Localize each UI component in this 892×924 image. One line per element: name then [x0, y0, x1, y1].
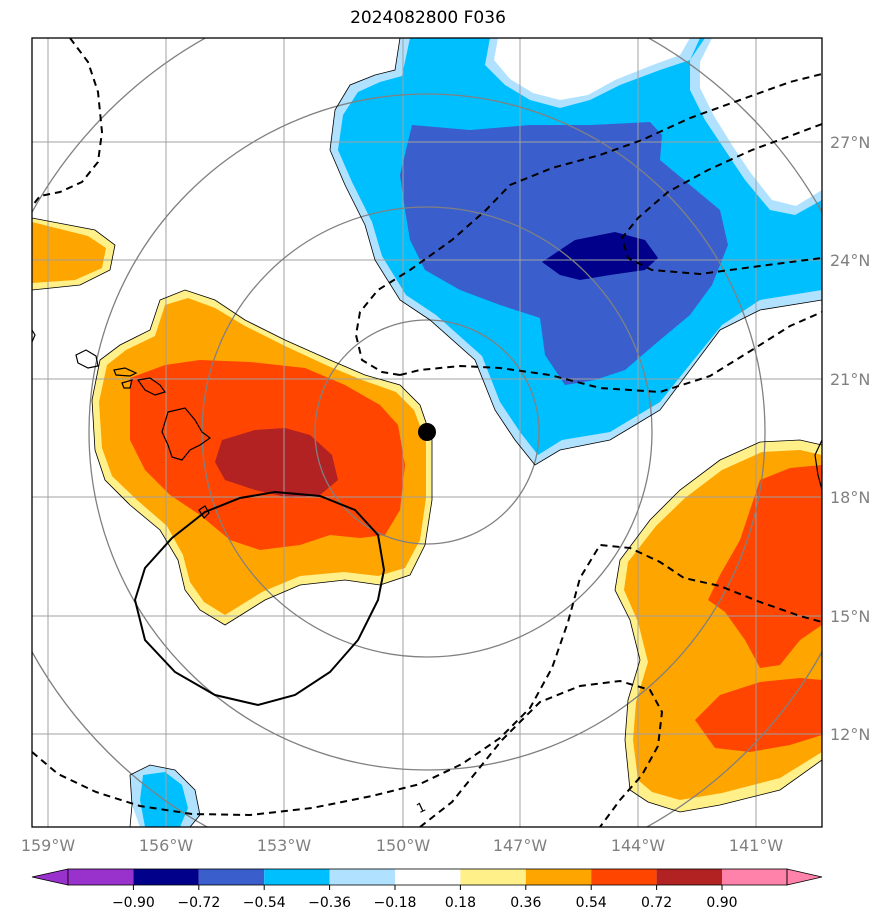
outline-hawaii	[91, 289, 433, 626]
west-patch-orange	[32, 222, 106, 283]
coastlines	[32, 329, 822, 519]
colorbar-segment-1	[68, 869, 134, 885]
se-orange-red-band-1	[708, 465, 822, 668]
dashed-contour-center	[354, 73, 822, 376]
lon-tick-label: 147°W	[493, 836, 548, 855]
lon-tick-label: 159°W	[21, 836, 76, 855]
outline-negative	[329, 38, 822, 466]
colorbar-tick-label: −0.18	[374, 895, 417, 911]
dashed-contours	[32, 38, 822, 827]
colorbar-frame	[67, 868, 788, 886]
colorbar-segment-3	[198, 869, 265, 885]
outline-contours	[32, 38, 822, 827]
colorbar-tick-label: −0.90	[112, 895, 155, 911]
range-ring-3	[88, 93, 766, 771]
lon-tick-label: 153°W	[257, 836, 312, 855]
open-hole-north-white	[494, 38, 690, 100]
map-area: 1	[32, 38, 822, 827]
island-oahu	[113, 367, 138, 377]
west-positive-patch	[32, 218, 115, 290]
lon-tick-label: 150°W	[376, 836, 431, 855]
lon-tick-label: 144°W	[611, 836, 666, 855]
positive-anomaly-southeast	[615, 440, 822, 812]
colorbar-tick-label: −0.36	[308, 895, 351, 911]
lat-tick-label: 15°N	[830, 607, 870, 626]
colorbar-segment-4	[264, 869, 330, 885]
island-maui	[136, 377, 166, 396]
outline-southeast	[614, 439, 822, 813]
island-molokai	[121, 379, 133, 389]
colorbar-segment-8	[525, 869, 592, 885]
positive-anomaly-hawaii	[92, 290, 432, 625]
lat-tick-label: 18°N	[830, 488, 870, 507]
dashed-contour-ne	[620, 123, 822, 276]
colorbar-tick-label: −0.72	[177, 895, 220, 911]
range-ring-1	[314, 319, 540, 545]
colorbar-tick-label: 0.18	[445, 895, 476, 911]
solid-contour	[133, 490, 386, 707]
lat-tick-label: 24°N	[830, 251, 870, 270]
lon-tick-label: 156°W	[139, 836, 194, 855]
outline-west	[32, 217, 116, 291]
lon-tick-labels: 159°W 156°W 153°W 150°W 147°W 144°W 141°…	[21, 836, 784, 855]
colorbar-segment-2	[133, 869, 199, 885]
colorbar: −0.90 −0.72 −0.54 −0.36 −0.18 0.18 0.36 …	[31, 868, 823, 911]
colorbar-segment-5	[329, 869, 395, 885]
map-frame	[31, 37, 823, 828]
lat-tick-label: 21°N	[830, 370, 870, 389]
colorbar-segment-9	[591, 869, 657, 885]
island-kauai	[75, 349, 99, 369]
colorbar-segment-6	[395, 869, 461, 885]
navy-band	[542, 232, 658, 280]
colorbar-tick-marks	[132, 885, 723, 890]
coast-west-edge	[32, 329, 36, 343]
colorbar-segment-11	[722, 869, 787, 885]
hawaii-firebrick-band	[215, 428, 338, 498]
colorbar-tick-label: 0.72	[641, 895, 672, 911]
colorbar-tick-label: 0.36	[510, 895, 541, 911]
colorbar-segment-7	[460, 869, 526, 885]
colorbar-extend-low	[31, 868, 69, 886]
lon-tick-label: 141°W	[729, 836, 784, 855]
dashed-contour-nw	[32, 38, 104, 207]
island-big	[161, 407, 212, 461]
map-title: 2024082800 F036	[350, 8, 506, 28]
colorbar-extend-high	[786, 868, 823, 886]
colorbar-tick-label: 0.54	[576, 895, 607, 911]
coast-east-edge	[814, 439, 822, 491]
colorbar-tick-label: −0.54	[243, 895, 286, 911]
storm-center-marker	[418, 423, 436, 441]
lat-tick-label: 27°N	[830, 133, 870, 152]
lat-tick-label: 12°N	[830, 725, 870, 744]
dashed-contour-south	[32, 543, 822, 817]
colorbar-tick-label: 0.90	[706, 895, 737, 911]
dashed-contour-se	[419, 679, 664, 827]
colorbar-segment-10	[656, 869, 722, 885]
outline-southwest	[129, 764, 201, 827]
lat-tick-labels: 27°N 24°N 21°N 18°N 15°N 12°N	[830, 133, 870, 744]
